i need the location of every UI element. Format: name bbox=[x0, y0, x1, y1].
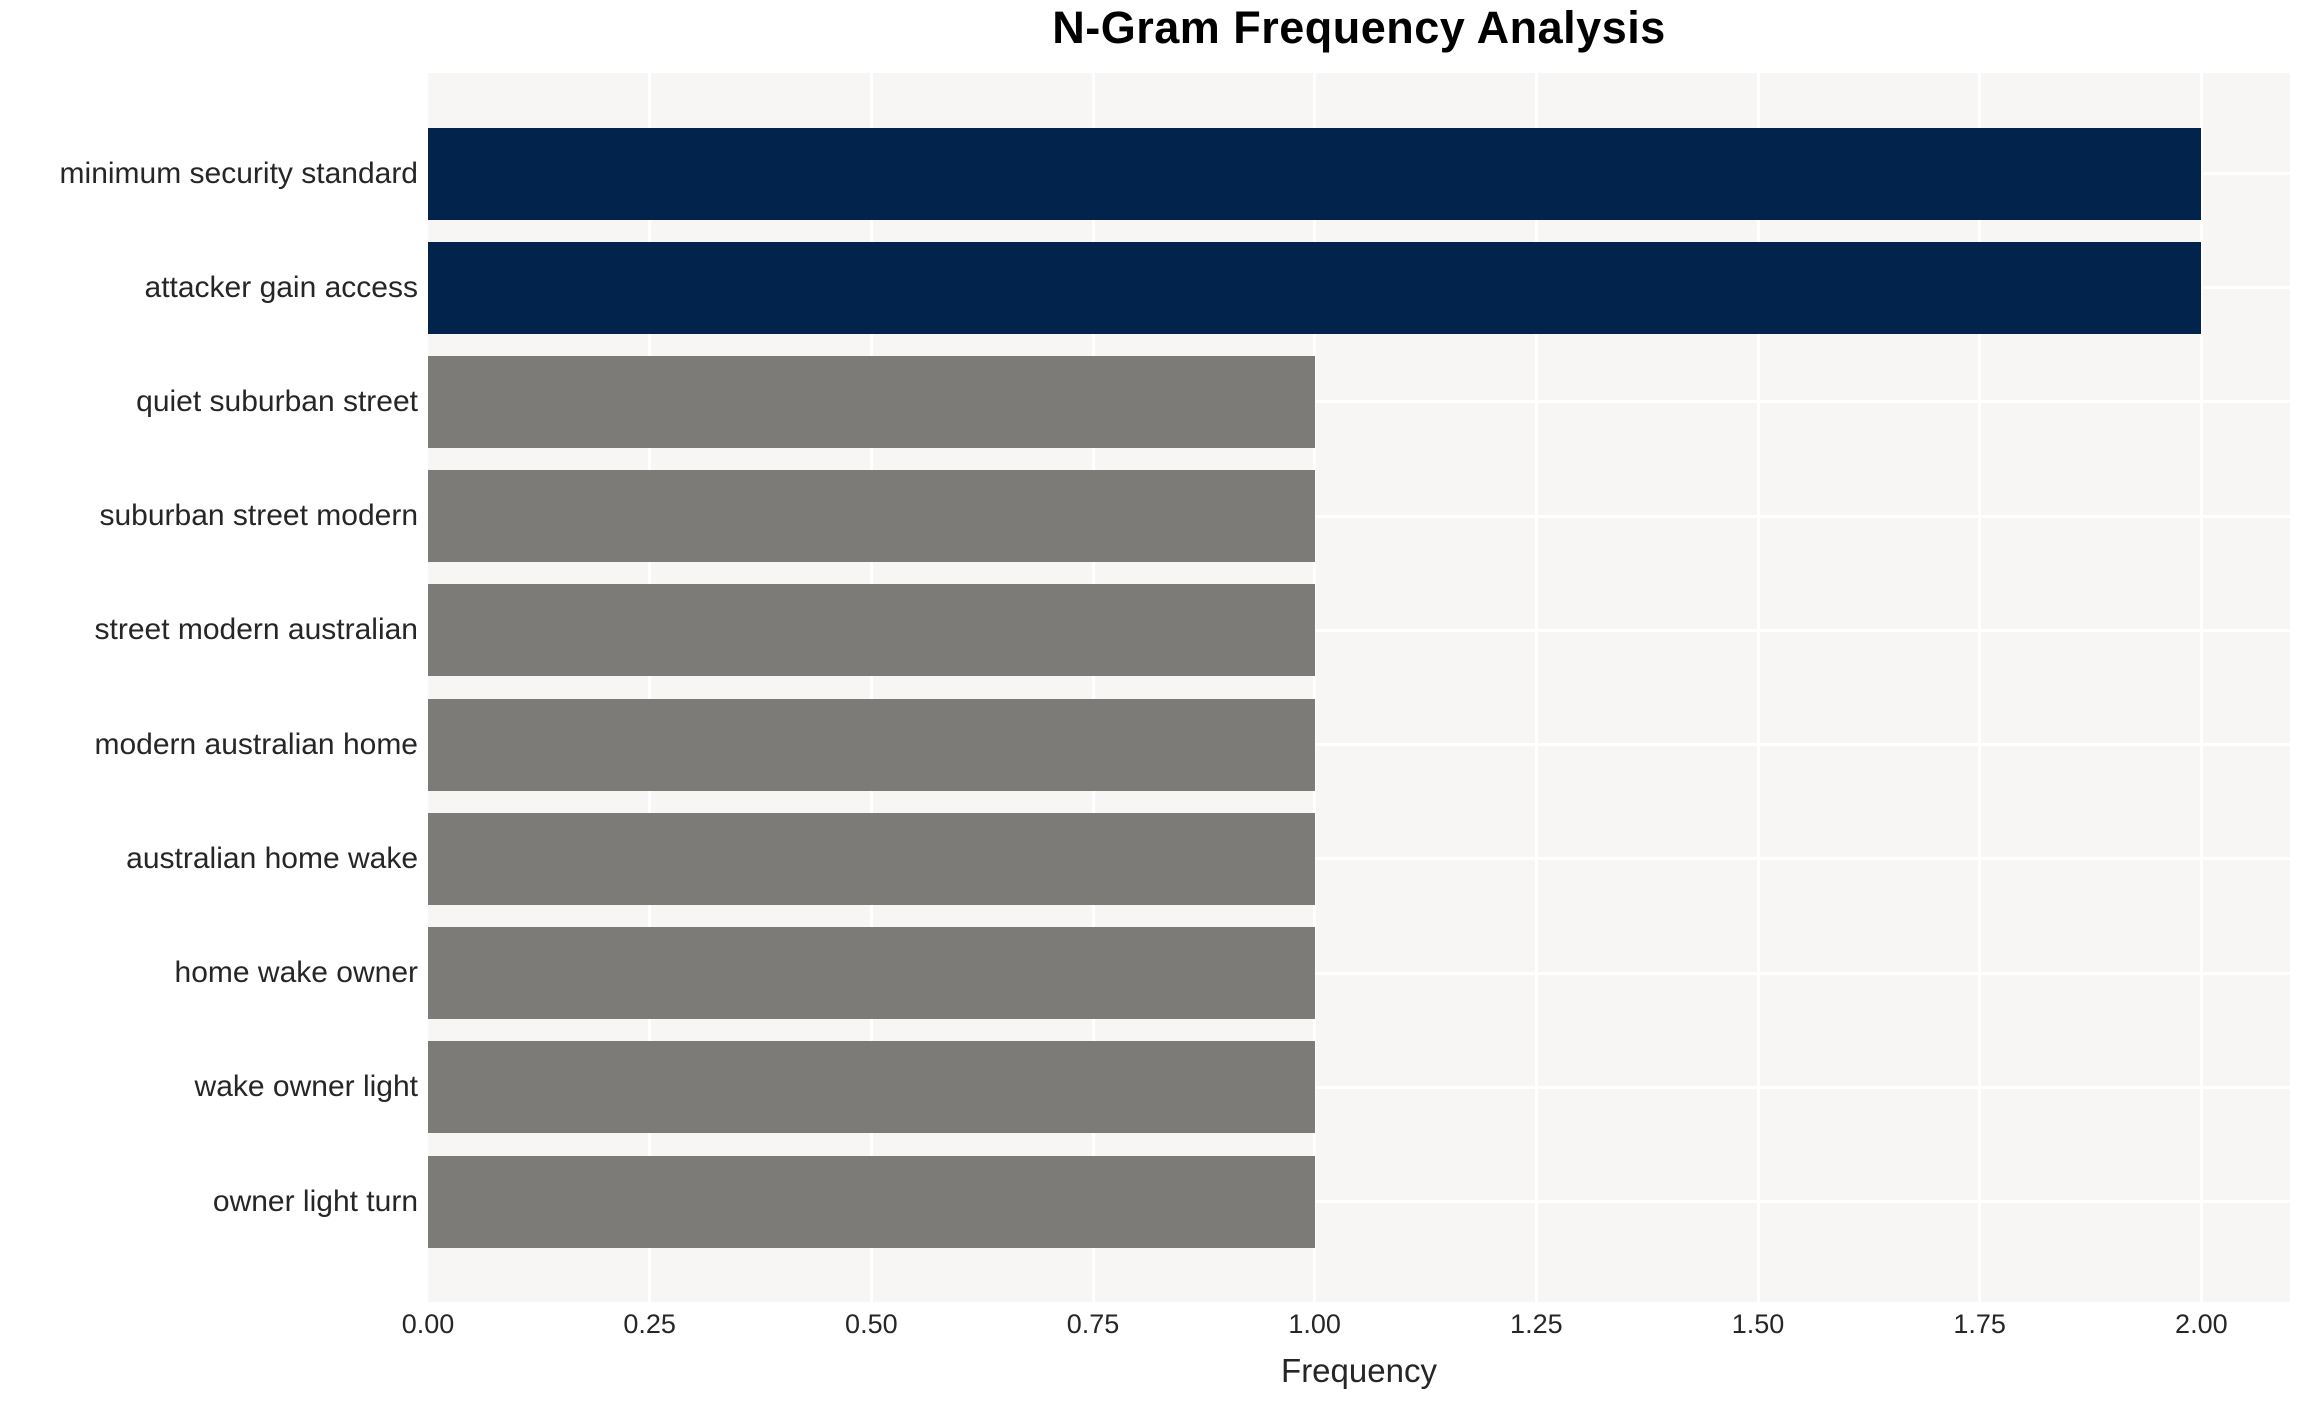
gridline-horizontal bbox=[428, 400, 2290, 404]
gridline-vertical bbox=[2199, 73, 2203, 1302]
x-tick-label: 1.00 bbox=[1288, 1309, 1341, 1339]
gridline-horizontal bbox=[428, 1200, 2290, 1203]
bar bbox=[428, 1155, 1315, 1248]
y-axis-label: modern australian home bbox=[94, 727, 418, 761]
gridline-vertical bbox=[1091, 73, 1095, 1302]
x-tick-label: 1.50 bbox=[1731, 1309, 1785, 1339]
gridline-vertical bbox=[1313, 73, 1317, 1302]
x-tick-label: 1.25 bbox=[1510, 1309, 1563, 1339]
x-tick-label: 0.00 bbox=[401, 1309, 455, 1339]
gridline-horizontal bbox=[428, 1085, 2290, 1089]
x-tick-label: 1.75 bbox=[1953, 1309, 2006, 1339]
x-tick-label: 2.00 bbox=[2175, 1309, 2228, 1339]
gridline-horizontal bbox=[428, 514, 2290, 518]
y-axis-label: attacker gain access bbox=[144, 270, 418, 304]
y-axis-label: owner light turn bbox=[212, 1184, 418, 1218]
x-axis-title: Frequency bbox=[1281, 1352, 1437, 1389]
bar bbox=[428, 812, 1315, 905]
chart-title: N-Gram Frequency Analysis bbox=[1052, 2, 1666, 53]
bar bbox=[428, 927, 1315, 1020]
bar bbox=[428, 1041, 1315, 1134]
y-axis-label: minimum security standard bbox=[59, 156, 418, 190]
bar bbox=[428, 698, 1315, 791]
x-tick-label: 0.25 bbox=[623, 1309, 676, 1339]
x-tick-label: 0.75 bbox=[1066, 1309, 1120, 1339]
y-axis-label: street modern australian bbox=[94, 613, 419, 647]
gridline-horizontal bbox=[428, 971, 2290, 975]
bar bbox=[428, 470, 1315, 563]
y-axis-label: quiet suburban street bbox=[136, 384, 418, 418]
gridline-vertical bbox=[1756, 73, 1760, 1302]
gridline-horizontal bbox=[428, 743, 2290, 747]
y-axis-label: wake owner light bbox=[194, 1070, 418, 1104]
plot-area bbox=[428, 73, 2290, 1302]
gridline-vertical bbox=[1534, 73, 1538, 1302]
gridline-horizontal bbox=[428, 857, 2290, 861]
bar bbox=[428, 127, 2202, 220]
gridline-vertical bbox=[648, 73, 652, 1302]
x-tick-label: 0.50 bbox=[845, 1309, 898, 1339]
gridline-horizontal bbox=[428, 628, 2290, 632]
gridline-vertical bbox=[1978, 73, 1982, 1302]
x-axis-ticks: 0.00 0.25 0.50 0.75 1.00 1.25 1.50 1.75 2.00 bbox=[402, 1309, 2290, 1349]
gridline-vertical bbox=[869, 73, 873, 1302]
bar bbox=[428, 355, 1315, 448]
bar bbox=[428, 584, 1315, 677]
y-axis-labels: minimum security standard attacker gain a… bbox=[0, 73, 418, 1302]
y-axis-label: suburban street modern bbox=[99, 499, 418, 533]
y-axis-label: australian home wake bbox=[126, 841, 418, 875]
y-axis-label: home wake owner bbox=[174, 956, 418, 990]
bar bbox=[428, 241, 2202, 334]
